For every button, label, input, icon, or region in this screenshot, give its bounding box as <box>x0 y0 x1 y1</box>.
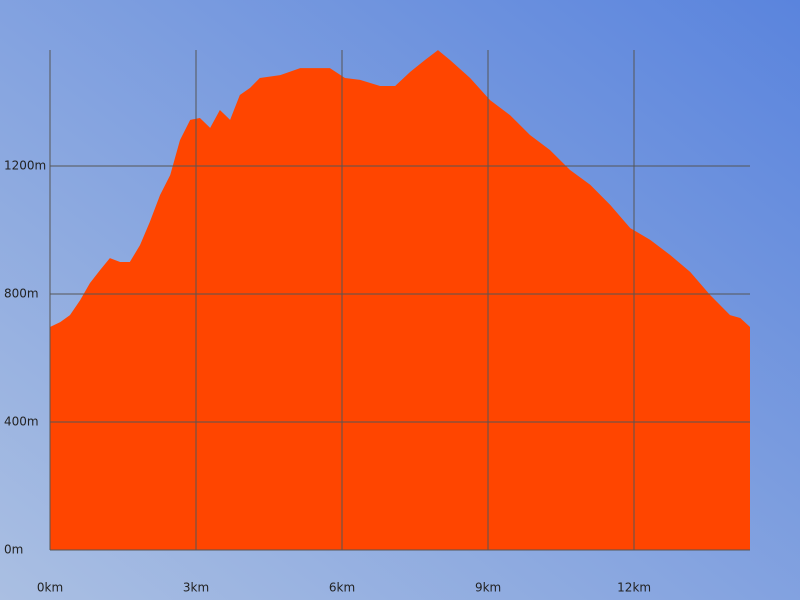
x-tick-label: 3km <box>183 581 209 595</box>
x-tick-label: 6km <box>329 581 355 595</box>
x-tick-label: 9km <box>475 581 501 595</box>
x-tick-label: 12km <box>617 581 651 595</box>
elevation-area <box>50 50 750 550</box>
y-tick-label: 0m <box>4 543 23 557</box>
y-tick-label: 1200m <box>4 159 46 173</box>
y-tick-label: 800m <box>4 287 39 301</box>
y-tick-label: 400m <box>4 415 39 429</box>
x-tick-label: 0km <box>37 581 63 595</box>
